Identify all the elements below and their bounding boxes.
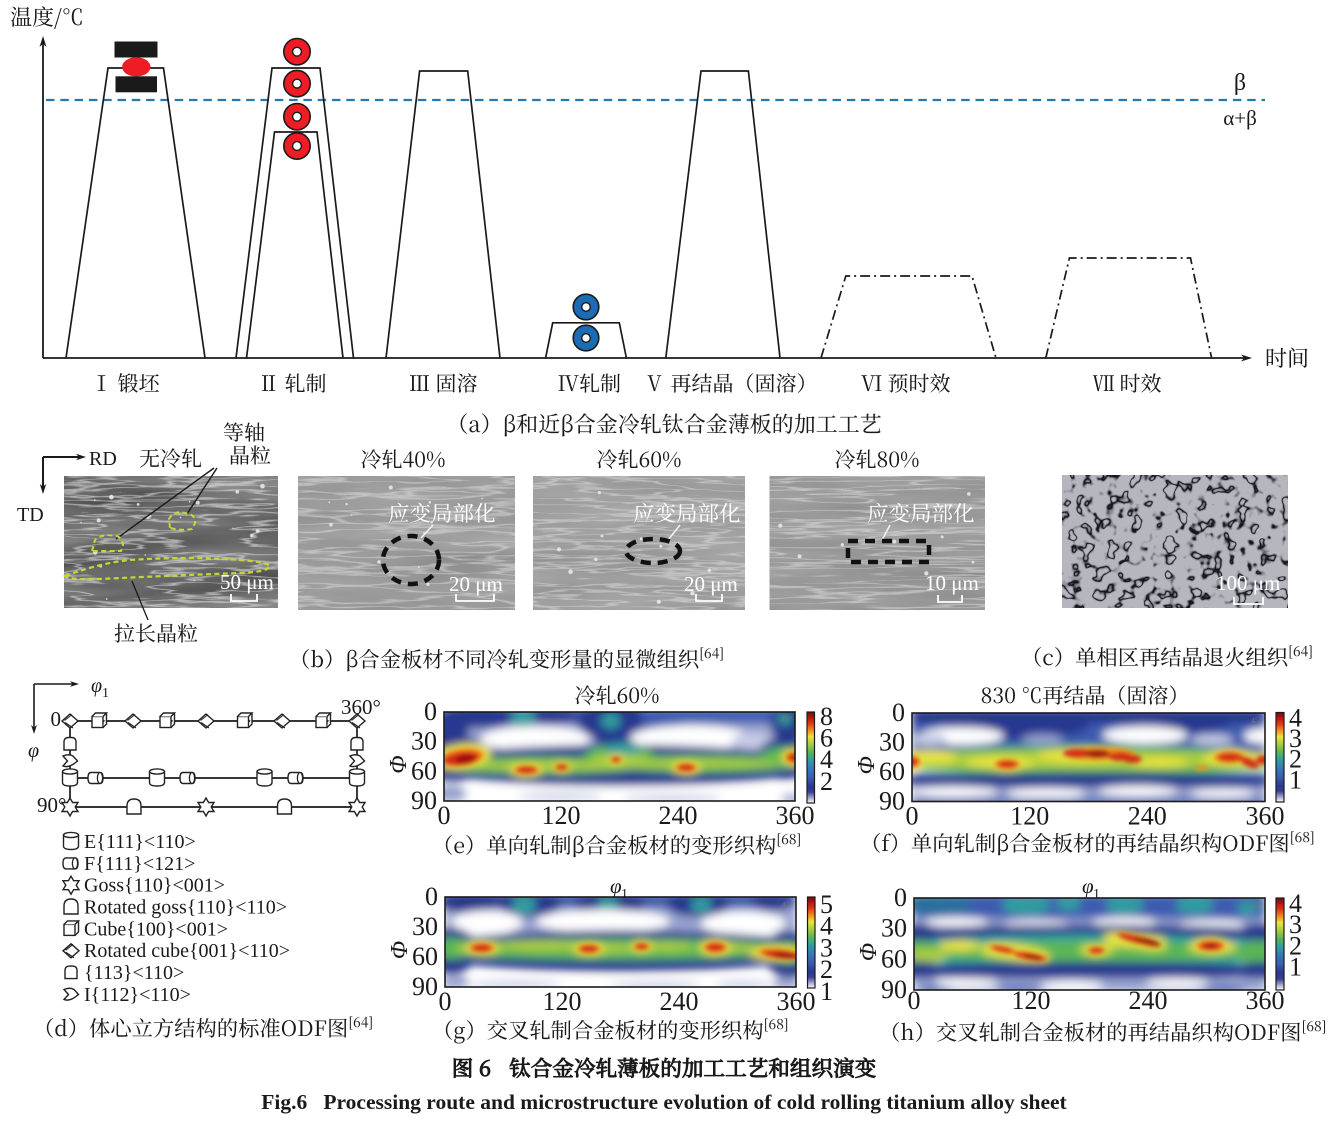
svg-text:240: 240 [1129,986,1168,1015]
svg-text:360: 360 [1246,986,1285,1015]
svg-text:10 μm: 10 μm [925,571,979,595]
svg-text:Fig.6 Processing route and m: Fig.6 Processing route and microstructur… [261,1090,1067,1114]
svg-text:120: 120 [542,801,581,830]
svg-text:Rotated goss{110}<110>: Rotated goss{110}<110> [84,897,287,919]
svg-text:1: 1 [102,686,109,701]
svg-text:4: 4 [1289,889,1302,918]
svg-text:β: β [1234,70,1246,96]
svg-text:5: 5 [820,890,833,919]
svg-text:F{111}<121>: F{111}<121> [84,853,195,875]
svg-text:4: 4 [820,912,833,941]
svg-text:60: 60 [411,756,437,785]
svg-text:360°: 360° [341,695,381,719]
svg-text:240: 240 [659,801,698,830]
svg-text:TD: TD [17,504,44,526]
svg-text:50 μm: 50 μm [220,570,274,594]
svg-text:α+β: α+β [1223,106,1257,130]
svg-text:2: 2 [1289,931,1302,960]
svg-text:φ: φ [28,740,39,762]
svg-text:0: 0 [906,802,919,831]
svg-text:Rotated cube{001}<110>: Rotated cube{001}<110> [84,940,290,962]
svg-text:0: 0 [438,801,451,830]
svg-text:0: 0 [892,698,905,727]
svg-text:0: 0 [908,986,921,1015]
svg-text:8: 8 [820,702,833,731]
svg-text:0: 0 [424,697,437,726]
svg-text:3: 3 [1289,910,1302,939]
svg-text:φ: φ [1082,874,1094,898]
svg-text:60: 60 [879,757,905,786]
svg-text:3: 3 [1289,724,1302,753]
svg-text:I{112}<110>: I{112}<110> [84,984,191,1006]
svg-text:1: 1 [621,887,628,902]
svg-text:φ: φ [91,675,102,697]
svg-text:0: 0 [425,882,438,911]
svg-text:30: 30 [412,912,438,941]
svg-text:30: 30 [411,727,437,756]
svg-text:30: 30 [881,914,907,943]
svg-text:E{111}<110>: E{111}<110> [84,831,196,853]
svg-text:2: 2 [820,767,833,796]
svg-text:20 μm: 20 μm [684,572,738,596]
svg-text:6: 6 [820,724,833,753]
svg-text:{113}<110>: {113}<110> [84,962,184,984]
svg-text:120: 120 [1010,802,1049,831]
svg-text:360: 360 [776,801,815,830]
svg-text:1: 1 [1289,953,1302,982]
svg-text:100 μm: 100 μm [1216,571,1280,595]
svg-text:3: 3 [820,933,833,962]
svg-text:4: 4 [820,745,833,774]
svg-text:45°: 45° [1251,901,1262,910]
svg-text:Φ: Φ [387,941,413,959]
svg-text:240: 240 [660,987,699,1016]
svg-text:60: 60 [412,942,438,971]
svg-text:Φ: Φ [386,755,412,773]
svg-text:45°: 45° [1251,716,1262,725]
svg-text:90: 90 [412,972,438,1001]
svg-text:Φ: Φ [854,756,880,774]
svg-text:RD: RD [89,448,117,470]
svg-text:90: 90 [411,786,437,815]
svg-text:90: 90 [881,975,907,1004]
svg-text:1: 1 [820,977,833,1006]
svg-text:2: 2 [1289,745,1302,774]
svg-text:Goss{110}<001>: Goss{110}<001> [84,875,225,897]
svg-text:0: 0 [439,987,452,1016]
svg-text:120: 120 [1012,986,1051,1015]
svg-text:2: 2 [820,955,833,984]
svg-text:φ: φ [610,874,622,898]
svg-text:360: 360 [1246,802,1285,831]
svg-text:0: 0 [894,883,907,912]
svg-text:120: 120 [543,987,582,1016]
svg-text:45°: 45° [782,900,793,909]
svg-text:Φ: Φ [856,943,882,961]
svg-text:20 μm: 20 μm [449,572,503,596]
svg-text:1: 1 [1093,887,1100,902]
svg-text:60: 60 [881,944,907,973]
svg-text:4: 4 [1289,704,1302,733]
svg-text:45°: 45° [781,715,792,724]
svg-text:90: 90 [879,787,905,816]
svg-text:Cube{100}<001>: Cube{100}<001> [84,918,228,940]
svg-text:360: 360 [777,987,816,1016]
svg-text:240: 240 [1128,802,1167,831]
svg-text:0: 0 [51,707,62,731]
svg-text:30: 30 [879,728,905,757]
svg-text:1: 1 [1289,765,1302,794]
svg-text:90°: 90° [37,793,66,817]
